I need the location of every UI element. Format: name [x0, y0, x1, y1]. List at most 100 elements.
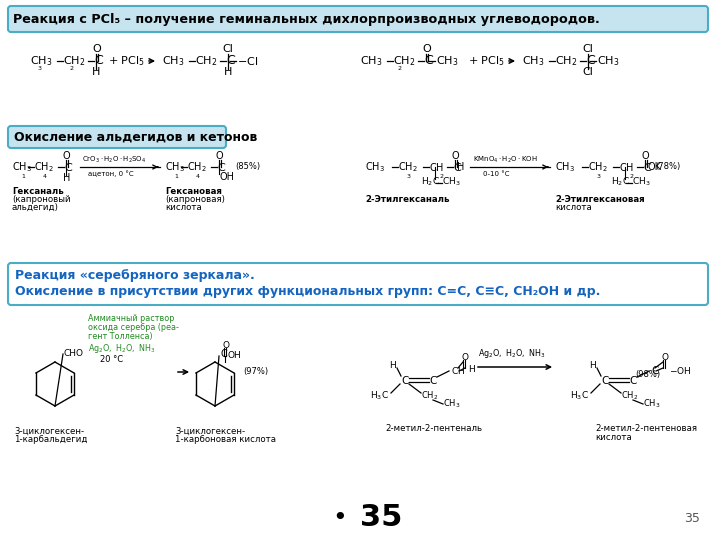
- Text: $\mathsf{CH_3}$: $\mathsf{CH_3}$: [365, 160, 385, 174]
- Text: $\mathsf{CH}$: $\mathsf{CH}$: [451, 364, 465, 375]
- Text: $\mathsf{CH_2}$: $\mathsf{CH_2}$: [195, 54, 217, 68]
- Text: H: H: [63, 173, 70, 183]
- Text: $\mathsf{CrO_3 \cdot H_2O \cdot H_2SO_4}$: $\mathsf{CrO_3 \cdot H_2O \cdot H_2SO_4}…: [82, 155, 146, 165]
- Text: O: O: [462, 354, 469, 362]
- Text: 0-10 °C: 0-10 °C: [483, 171, 510, 177]
- Text: (97%): (97%): [243, 367, 268, 376]
- Text: $\mathsf{CH_3}$: $\mathsf{CH_3}$: [555, 160, 575, 174]
- Text: $\mathsf{C}$: $\mathsf{C}$: [629, 374, 637, 386]
- Text: H: H: [224, 67, 232, 77]
- Text: Cl: Cl: [222, 44, 233, 54]
- Text: $\mathsf{CH_3}$: $\mathsf{CH_3}$: [522, 54, 544, 68]
- Text: H: H: [92, 67, 101, 77]
- Text: $\mathsf{C}$: $\mathsf{C}$: [586, 55, 596, 68]
- Text: (капроновая): (капроновая): [165, 195, 225, 204]
- Text: $\mathsf{C}$: $\mathsf{C}$: [428, 374, 437, 386]
- FancyBboxPatch shape: [8, 263, 708, 305]
- Text: O: O: [63, 151, 71, 161]
- Text: $\mathsf{KMnO_4 \cdot H_2O \cdot KOH}$: $\mathsf{KMnO_4 \cdot H_2O \cdot KOH}$: [473, 155, 538, 165]
- Text: $\mathsf{C}$: $\mathsf{C}$: [453, 161, 462, 173]
- Text: кислота: кислота: [165, 203, 202, 212]
- Text: (85%): (85%): [235, 161, 260, 171]
- Text: 1-карбальдегид: 1-карбальдегид: [14, 435, 88, 444]
- Text: $\mathsf{CH_2}$: $\mathsf{CH_2}$: [398, 160, 418, 174]
- Text: O: O: [216, 151, 223, 161]
- Text: альдегид): альдегид): [12, 203, 59, 212]
- Text: ацетон, 0 °C: ацетон, 0 °C: [88, 171, 134, 177]
- Text: 2: 2: [630, 174, 634, 179]
- Text: Аммиачный раствор: Аммиачный раствор: [88, 314, 174, 323]
- Text: $\mathsf{C}$: $\mathsf{C}$: [64, 161, 73, 173]
- Text: $\mathsf{CH}$: $\mathsf{CH}$: [429, 161, 444, 173]
- Text: $\mathsf{CH_3}$: $\mathsf{CH_3}$: [12, 160, 32, 174]
- Text: 2-метил-2-пентеновая: 2-метил-2-пентеновая: [595, 424, 697, 433]
- Text: Окисление в присутствии других функциональных групп: C=C, C≡C, CH₂OH и др.: Окисление в присутствии других функциона…: [15, 285, 600, 298]
- Text: 3: 3: [407, 174, 411, 179]
- Text: 2: 2: [398, 66, 402, 71]
- Text: 1: 1: [174, 174, 178, 179]
- Text: $\mathsf{H_3C}$: $\mathsf{H_3C}$: [570, 390, 589, 402]
- Text: $\mathsf{CH}$: $\mathsf{CH}$: [619, 161, 634, 173]
- Text: $\mathsf{-OH}$: $\mathsf{-OH}$: [669, 364, 691, 375]
- Text: $\mathsf{CH_3}$: $\mathsf{CH_3}$: [443, 398, 461, 410]
- Text: кислота: кислота: [555, 203, 592, 212]
- Text: $\mathsf{CH_2}$: $\mathsf{CH_2}$: [588, 160, 608, 174]
- Text: O: O: [222, 341, 230, 350]
- Text: •: •: [333, 506, 347, 530]
- Text: 2-Этилгексановая: 2-Этилгексановая: [555, 195, 644, 204]
- FancyBboxPatch shape: [8, 6, 708, 32]
- Text: Окисление альдегидов и кетонов: Окисление альдегидов и кетонов: [14, 131, 257, 144]
- Text: $\mathsf{H_2C}$: $\mathsf{H_2C}$: [611, 176, 630, 188]
- Text: $\mathsf{Ag_2O, \ H_2O, \ NH_3}$: $\mathsf{Ag_2O, \ H_2O, \ NH_3}$: [478, 348, 546, 361]
- Text: O: O: [451, 151, 459, 161]
- Text: $\mathsf{-Cl}$: $\mathsf{-Cl}$: [237, 55, 258, 67]
- Text: $\mathsf{CH_2}$: $\mathsf{CH_2}$: [621, 390, 639, 402]
- Text: 3-циклогексен-: 3-циклогексен-: [175, 427, 245, 436]
- Text: $\mathsf{C}$: $\mathsf{C}$: [651, 364, 660, 376]
- Text: H: H: [590, 361, 596, 370]
- Text: 1: 1: [21, 174, 25, 179]
- Text: OH: OH: [220, 172, 235, 182]
- Text: Гексаналь: Гексаналь: [12, 187, 64, 196]
- Text: 1-карбоновая кислота: 1-карбоновая кислота: [175, 435, 276, 444]
- FancyBboxPatch shape: [8, 126, 226, 148]
- Text: $\mathsf{CH_3}$: $\mathsf{CH_3}$: [597, 54, 619, 68]
- Text: 3: 3: [597, 174, 601, 179]
- Text: H: H: [390, 361, 397, 370]
- Text: 20 °C: 20 °C: [100, 355, 123, 364]
- Text: $\mathsf{CH_2}$: $\mathsf{CH_2}$: [421, 390, 438, 402]
- Text: $\mathsf{CH_2}$: $\mathsf{CH_2}$: [63, 54, 86, 68]
- Text: $\mathsf{C}$: $\mathsf{C}$: [217, 161, 226, 173]
- Text: 2-Этилгексаналь: 2-Этилгексаналь: [365, 195, 449, 204]
- Text: $\mathsf{CH_3}$: $\mathsf{CH_3}$: [162, 54, 184, 68]
- Text: 35: 35: [684, 511, 700, 524]
- Text: $\mathsf{CH_3}$: $\mathsf{CH_3}$: [643, 398, 660, 410]
- Text: $\mathsf{CH_3}$: $\mathsf{CH_3}$: [632, 176, 651, 188]
- Text: 3: 3: [38, 66, 42, 71]
- Text: $\mathsf{C}$: $\mathsf{C}$: [226, 55, 236, 68]
- Text: $\mathsf{C}$: $\mathsf{C}$: [400, 374, 410, 386]
- Text: гент Толленса): гент Толленса): [88, 332, 153, 341]
- Text: $\mathsf{H_3C}$: $\mathsf{H_3C}$: [370, 390, 389, 402]
- Text: H: H: [457, 162, 464, 172]
- Text: 3-циклогексен-: 3-циклогексен-: [14, 427, 84, 436]
- Text: $\mathsf{Ag_2O, \ H_2O, \ NH_3}$: $\mathsf{Ag_2O, \ H_2O, \ NH_3}$: [88, 342, 156, 355]
- Text: $\mathsf{C}$: $\mathsf{C}$: [643, 161, 652, 173]
- Text: O: O: [422, 44, 431, 54]
- Text: $\mathsf{CH_2}$: $\mathsf{CH_2}$: [34, 160, 54, 174]
- Text: $\mathsf{CH_3}$: $\mathsf{CH_3}$: [436, 54, 459, 68]
- Text: 2-метил-2-пентеналь: 2-метил-2-пентеналь: [385, 424, 482, 433]
- Text: $\mathsf{+ \ PCl_5}$: $\mathsf{+ \ PCl_5}$: [468, 54, 505, 68]
- Text: H: H: [468, 366, 474, 375]
- Text: OH: OH: [227, 352, 240, 361]
- Text: Реакция «серебряного зеркала».: Реакция «серебряного зеркала».: [15, 268, 255, 281]
- Text: $\mathsf{CH_2}$: $\mathsf{CH_2}$: [555, 54, 577, 68]
- Text: оксида серебра (реа-: оксида серебра (реа-: [88, 323, 179, 332]
- Text: $\mathsf{CH_3}$: $\mathsf{CH_3}$: [30, 54, 53, 68]
- Text: 4: 4: [43, 174, 47, 179]
- Text: Гексановая: Гексановая: [165, 187, 222, 196]
- Text: CHO: CHO: [64, 348, 84, 357]
- Text: $\mathsf{+ \ PCl_5}$: $\mathsf{+ \ PCl_5}$: [108, 54, 145, 68]
- Text: $\mathsf{H_2C}$: $\mathsf{H_2C}$: [421, 176, 440, 188]
- Text: $\mathsf{C}$: $\mathsf{C}$: [424, 55, 434, 68]
